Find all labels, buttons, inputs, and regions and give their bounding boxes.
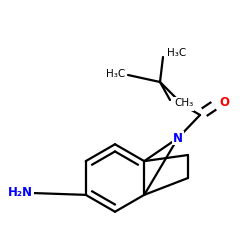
Text: CH₃: CH₃: [174, 98, 194, 108]
Text: H₃C: H₃C: [167, 48, 186, 58]
Text: O: O: [183, 97, 193, 110]
Text: O: O: [219, 96, 229, 110]
Text: H₃C: H₃C: [106, 69, 126, 79]
Text: H₂N: H₂N: [8, 186, 33, 200]
Text: N: N: [173, 132, 183, 144]
